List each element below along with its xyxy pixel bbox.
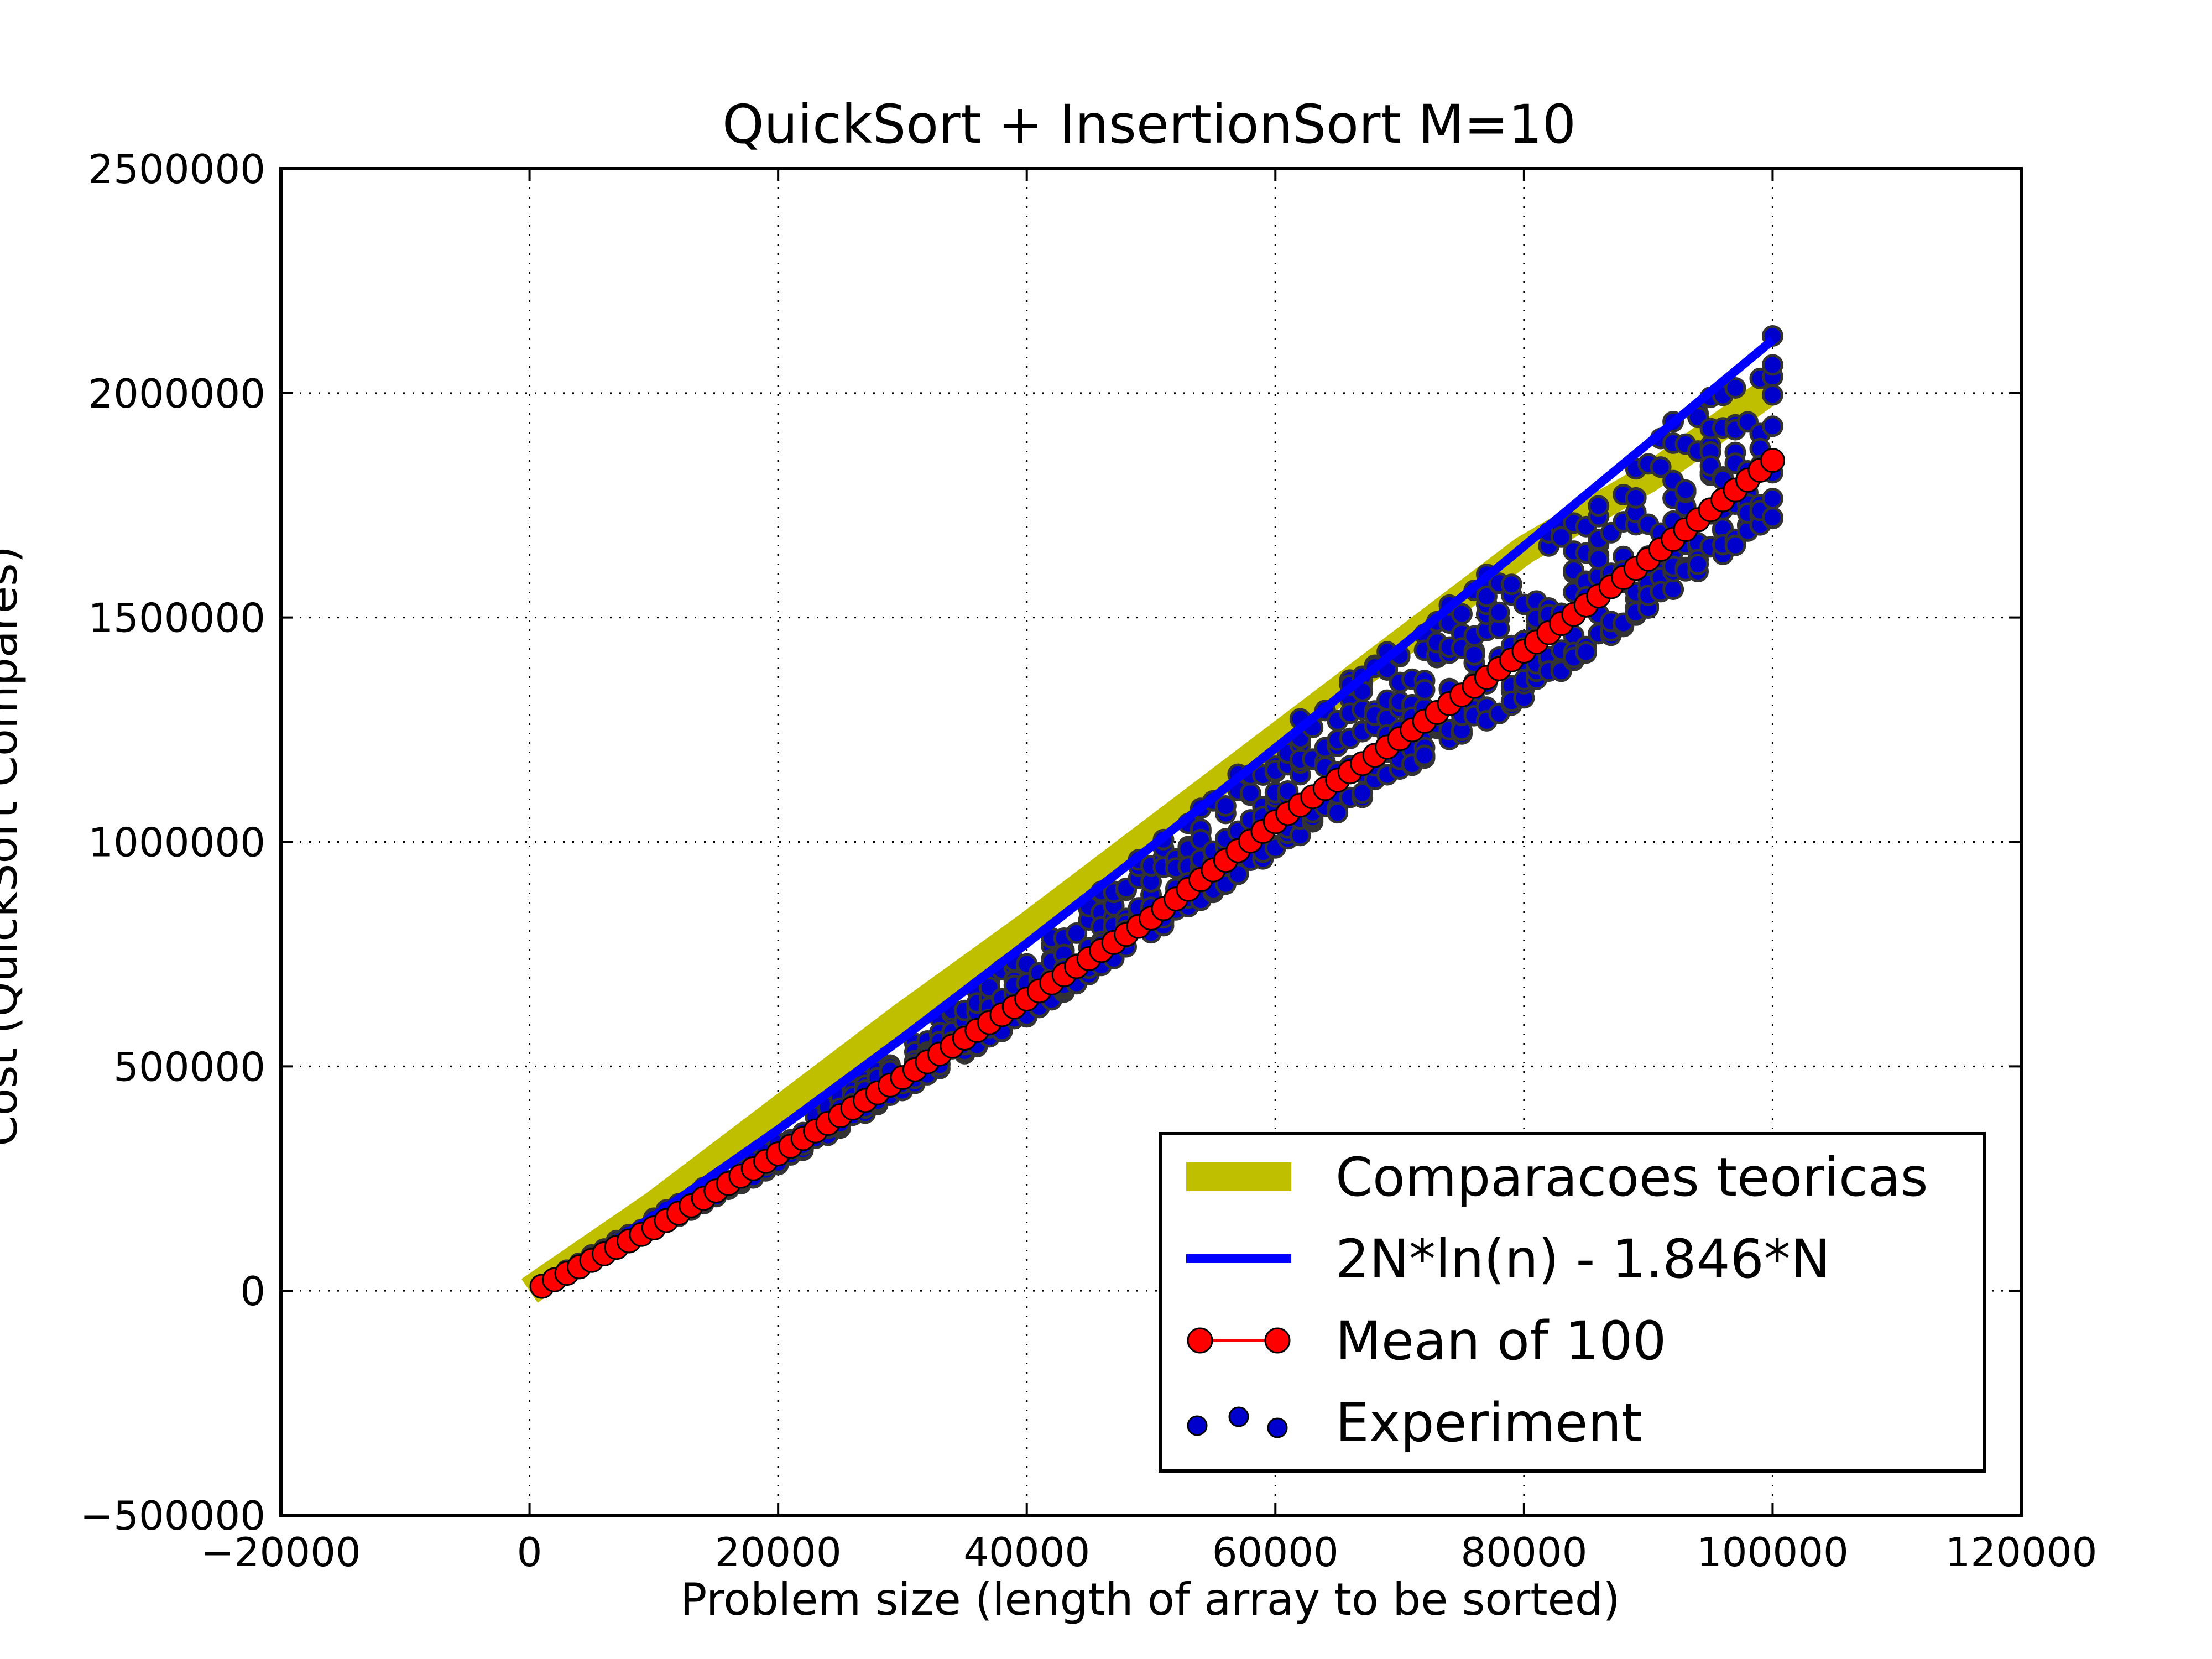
series-formula xyxy=(539,336,1776,1290)
experiment-point xyxy=(1761,415,1783,437)
y-tick-label: 0 xyxy=(240,1268,265,1314)
experiment-point xyxy=(1463,644,1485,666)
y-tick-label: 2000000 xyxy=(88,371,265,417)
x-axis-title: Problem size (length of array to be sort… xyxy=(680,1574,1620,1625)
experiment-point xyxy=(1761,384,1783,406)
experiment-point xyxy=(1724,534,1746,556)
y-tick-label: 500000 xyxy=(113,1044,265,1090)
experiment-point xyxy=(1761,507,1783,529)
legend-swatch-mean-marker xyxy=(1264,1327,1291,1354)
experiment-point xyxy=(1625,487,1647,509)
y-axis-ticks: −500000 0 500000 1000000 1500000 2000000 25000… xyxy=(80,146,2021,1539)
experiment-point xyxy=(1687,553,1709,575)
y-tick-label: −500000 xyxy=(80,1493,265,1539)
x-tick-label: 100000 xyxy=(1697,1529,1849,1575)
experiment-point xyxy=(1650,456,1672,478)
legend-label-experiment: Experiment xyxy=(1335,1392,1642,1454)
legend-label-formula: 2N*ln(n) - 1.846*N xyxy=(1335,1228,1830,1290)
y-axis-title: Cost (QuickSort Compares) xyxy=(0,546,27,1146)
y-tick-label: 2500000 xyxy=(88,146,265,192)
y-tick-label: 1500000 xyxy=(88,595,265,641)
experiment-point xyxy=(1761,354,1783,376)
legend-swatch-experiment-marker xyxy=(1228,1406,1249,1427)
experiment-point xyxy=(1550,526,1572,548)
experiment-point xyxy=(1475,585,1498,607)
x-tick-label: 0 xyxy=(517,1529,542,1575)
x-tick-label: 80000 xyxy=(1460,1529,1587,1575)
x-tick-label: 40000 xyxy=(963,1529,1090,1575)
experiment-point xyxy=(1662,578,1684,601)
legend-swatch-experiment-marker xyxy=(1187,1415,1208,1436)
legend-swatch-mean-marker xyxy=(1187,1327,1213,1354)
experiment-point xyxy=(1500,573,1522,596)
formula-line xyxy=(539,336,1776,1290)
legend-label-mean: Mean of 100 xyxy=(1335,1310,1666,1372)
legend-swatch-experiment-marker xyxy=(1267,1417,1288,1438)
x-axis-ticks: −20000 0 20000 40000 60000 80000 100000 120000 xyxy=(201,169,2097,1575)
legend-label-theoretical: Comparacoes teoricas xyxy=(1335,1146,1928,1208)
x-tick-label: 120000 xyxy=(1945,1529,2098,1575)
legend: Comparacoes teoricas 2N*ln(n) - 1.846*N … xyxy=(1159,1132,1986,1473)
legend-box xyxy=(1159,1132,1986,1473)
x-tick-label: 60000 xyxy=(1212,1529,1339,1575)
experiment-point xyxy=(1575,641,1597,663)
experiment-point xyxy=(1761,488,1783,510)
x-tick-label: −20000 xyxy=(201,1529,361,1575)
x-tick-label: 20000 xyxy=(715,1529,842,1575)
y-tick-label: 1000000 xyxy=(88,820,265,866)
experiment-point xyxy=(1413,744,1436,766)
experiment-point xyxy=(1488,601,1510,623)
experiment-point xyxy=(1588,495,1610,517)
mean-point xyxy=(1760,448,1785,473)
experiment-point xyxy=(1066,922,1088,944)
series-mean-of-100 xyxy=(529,448,1785,1299)
experiment-point xyxy=(1214,795,1237,817)
experiment-point xyxy=(1674,479,1697,501)
experiment-point xyxy=(1413,679,1436,701)
experiment-point xyxy=(1724,377,1746,399)
chart-title: QuickSort + InsertionSort M=10 xyxy=(722,93,1576,155)
